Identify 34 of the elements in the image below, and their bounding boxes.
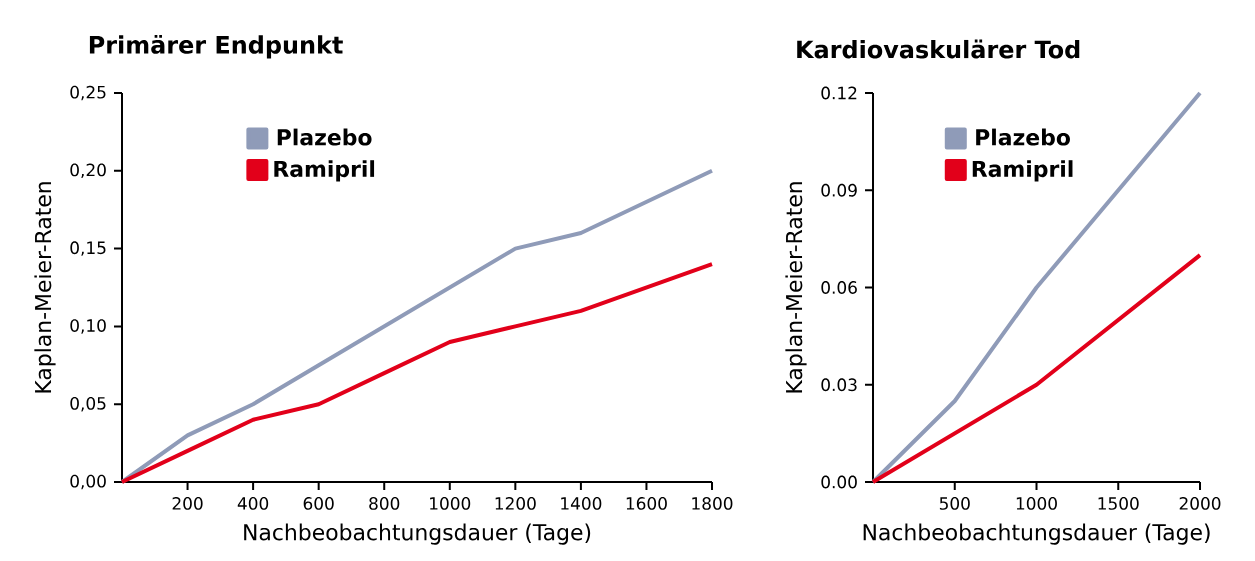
y-tick-label: 0.06 [821,281,857,294]
y-tick-label: 0,20 [70,163,106,179]
x-tick-label: 1200 [495,497,536,510]
y-tick-label: 0.03 [821,378,857,392]
x-tick-label: 1800 [692,497,733,510]
y-tick-label: 0,05 [70,396,106,412]
y-tick-label: 0,00 [70,474,106,490]
legend-label: Ramipril [274,160,375,182]
legend-label: Ramipril [972,160,1073,182]
x-tick-label: 1400 [561,497,602,510]
x-axis-title: Nachbeobachtungsdauer (Tage) [863,523,1210,545]
x-tick-label: 1000 [1016,497,1057,510]
chart-title: Kardiovaskulärer Tod [797,39,1080,59]
y-tick-label: 0.00 [821,475,857,489]
legend-label: Plazebo [976,128,1070,146]
y-tick-label: 0,10 [70,319,106,334]
x-tick-label: 200 [172,497,203,510]
y-tick-label: 0,15 [70,241,106,256]
x-tick-label: 400 [237,497,269,510]
legend-label: Plazebo [277,128,372,146]
x-axis-title: Nachbeobachtungsdauer (Tage) [244,523,591,545]
y-axis-title: Kaplan-Meier-Raten [34,182,56,393]
chart-title: Primärer Endpunkt [89,34,343,59]
x-tick-label: 1600 [626,497,667,510]
x-tick-label: 1000 [430,497,471,510]
y-axis-title: Kaplan-Meier-Raten [785,182,807,393]
x-tick-label: 600 [303,497,334,510]
y-tick-label: 0.12 [821,86,857,100]
x-tick-label: 500 [939,497,970,510]
x-tick-label: 2000 [1179,497,1221,510]
x-tick-label: 1500 [1098,497,1139,510]
y-tick-label: 0,25 [70,85,106,101]
y-tick-label: 0.09 [821,183,857,197]
x-tick-label: 800 [369,497,400,510]
